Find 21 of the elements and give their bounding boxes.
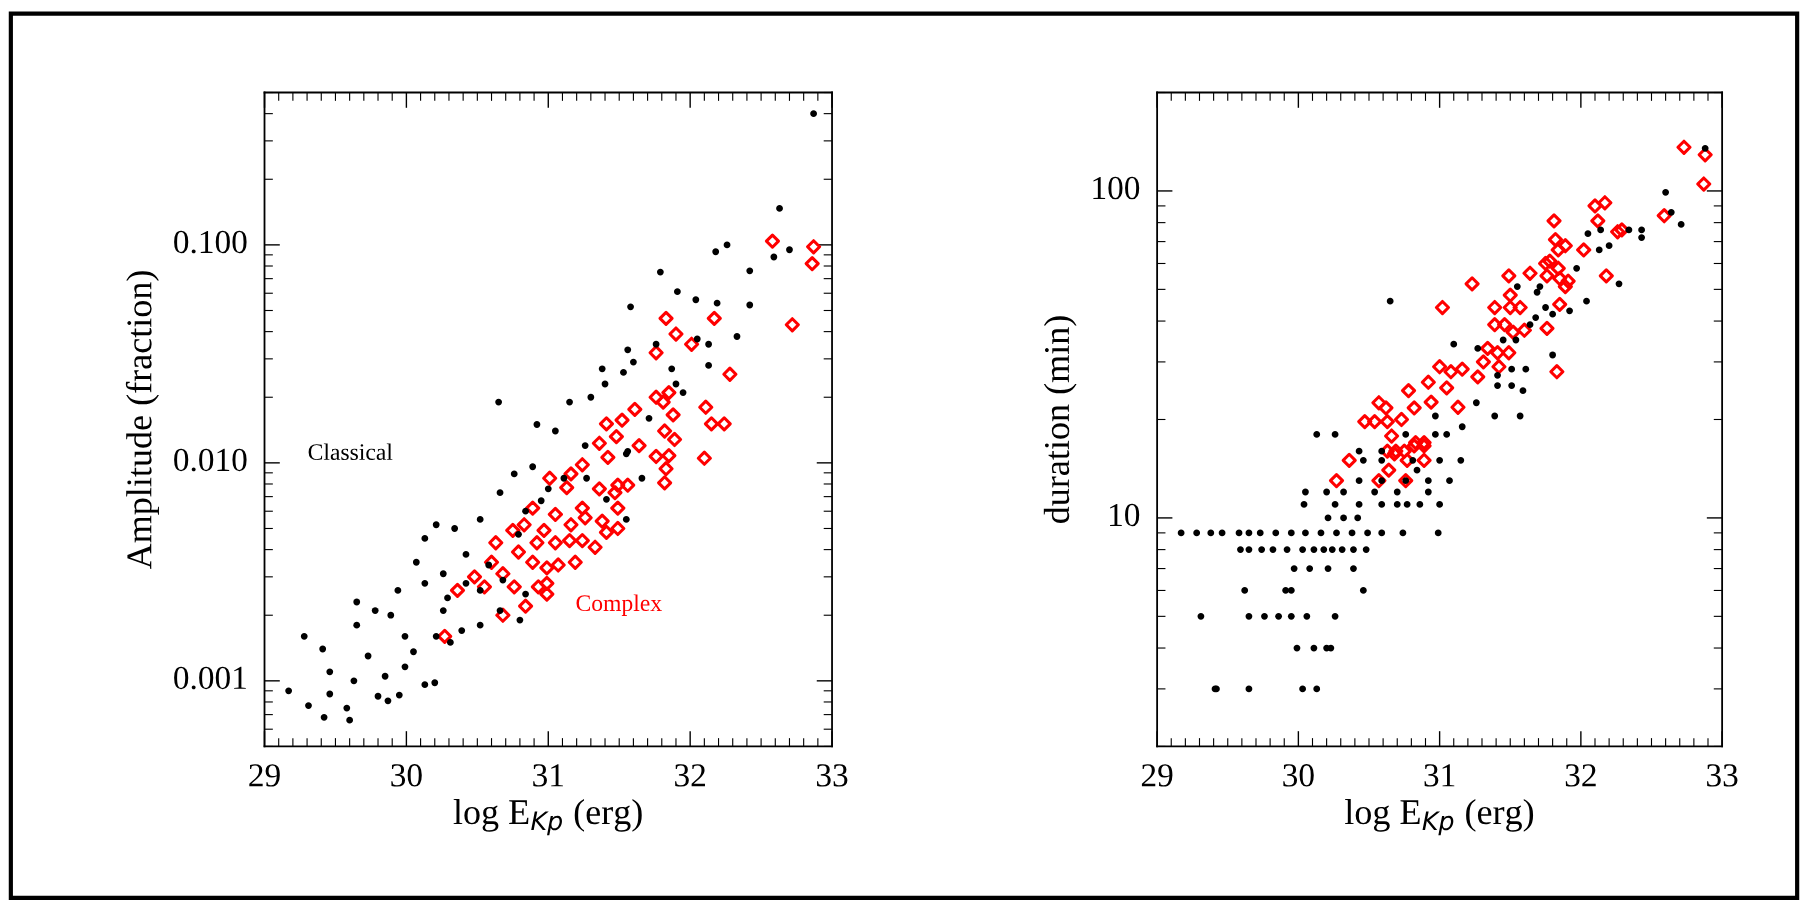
x-tick-label: 32 (1565, 764, 1596, 787)
x-tick-label: 29 (1141, 764, 1173, 787)
annotation: Complex (576, 594, 662, 616)
x-tick-label: 30 (1283, 764, 1314, 787)
y-tick-label: 100 (1093, 176, 1140, 200)
x-axis-title: log E$_{Kp}$ (erg) (453, 798, 642, 836)
x-tick-label: 32 (675, 764, 705, 787)
y-axis-title: Amplitude (fraction) (125, 271, 159, 570)
x-axis-title: log E$_{Kp}$ (erg) (1345, 798, 1534, 836)
y-axis-title: duration (min) (1043, 316, 1077, 523)
x-tick-label: 29 (249, 764, 280, 787)
annotation: Classical (308, 443, 393, 461)
y-tick-label: 0.010 (174, 448, 247, 472)
x-tick-label: 31 (533, 764, 563, 787)
y-tick-label: 10 (1110, 503, 1140, 527)
x-tick-label: 33 (1707, 764, 1738, 787)
y-tick-label: 0.100 (174, 230, 247, 254)
y-tick-label: 0.001 (174, 666, 246, 690)
x-tick-label: 33 (816, 764, 848, 787)
x-tick-label: 30 (391, 764, 422, 787)
x-tick-label: 31 (1424, 764, 1455, 787)
